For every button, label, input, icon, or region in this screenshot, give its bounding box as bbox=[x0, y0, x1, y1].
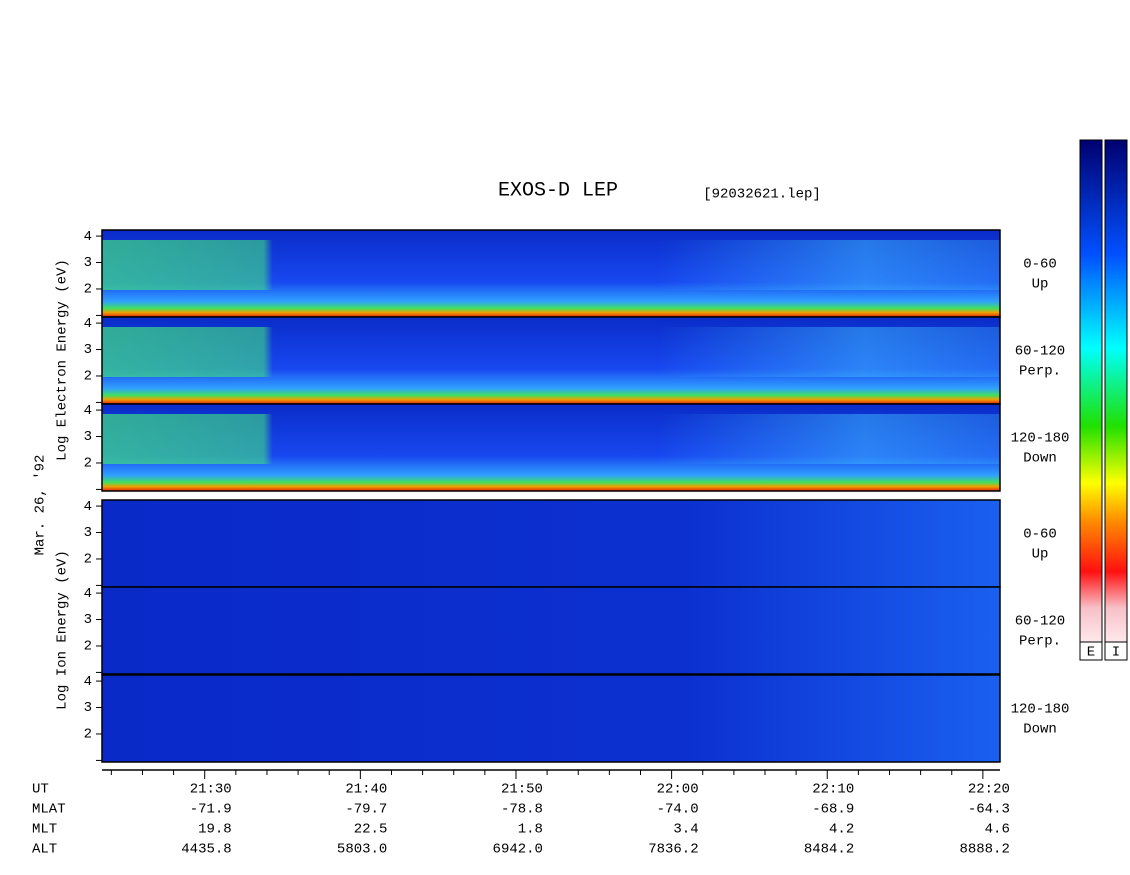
ephemeris-value: -74.0 bbox=[657, 802, 699, 818]
panel-label: 120-180 bbox=[1011, 431, 1070, 447]
y-tick-label: 3 bbox=[84, 700, 92, 716]
colorbar-box bbox=[1104, 641, 1128, 661]
spectrogram-band bbox=[102, 414, 1000, 464]
y-tick-label: 4 bbox=[84, 316, 92, 332]
y-tick-label: 3 bbox=[84, 429, 92, 445]
y-tick-label: 4 bbox=[84, 229, 92, 245]
y-tick-label: 4 bbox=[84, 499, 92, 515]
date-label: Mar. 26, '92 bbox=[33, 455, 49, 556]
panel-label: 60-120 bbox=[1015, 344, 1065, 360]
panel-label: 0-60 bbox=[1023, 257, 1057, 273]
panel-label: 0-60 bbox=[1023, 527, 1057, 543]
y-tick-label: 3 bbox=[84, 342, 92, 358]
ephemeris-value: 6942.0 bbox=[493, 842, 543, 858]
ephemeris-value: -78.8 bbox=[501, 802, 543, 818]
ephemeris-value: -71.9 bbox=[190, 802, 232, 818]
y-tick-label: 4 bbox=[84, 674, 92, 690]
ephemeris-value: 19.8 bbox=[198, 822, 232, 838]
ephemeris-value: -64.3 bbox=[968, 802, 1010, 818]
y-tick-label: 2 bbox=[84, 552, 92, 568]
panel-frame bbox=[101, 674, 1001, 763]
panel-label: Perp. bbox=[1019, 634, 1061, 650]
panel-label: 120-180 bbox=[1011, 702, 1070, 718]
ephemeris-value: 4435.8 bbox=[181, 842, 231, 858]
spectrogram-panel bbox=[102, 675, 1000, 762]
y-tick-label: 4 bbox=[84, 403, 92, 419]
ephemeris-value: 4.6 bbox=[985, 822, 1010, 838]
y-tick-label: 2 bbox=[84, 639, 92, 655]
spectrogram-band bbox=[102, 240, 1000, 290]
panel-label: Up bbox=[1032, 277, 1049, 293]
colorbar-label: E bbox=[1087, 645, 1095, 661]
ephemeris-value: 7836.2 bbox=[648, 842, 698, 858]
ephemeris-value: 8484.2 bbox=[804, 842, 854, 858]
y-axis-label: Log Electron Energy (eV) bbox=[55, 259, 71, 461]
y-tick-label: 3 bbox=[84, 255, 92, 271]
spectrogram-band bbox=[102, 327, 1000, 377]
ephemeris-value: 5803.0 bbox=[337, 842, 387, 858]
panel-label: 60-120 bbox=[1015, 614, 1065, 630]
ephemeris-value: -68.9 bbox=[812, 802, 854, 818]
ephemeris-value: 8888.2 bbox=[959, 842, 1009, 858]
panel-label: Down bbox=[1023, 722, 1057, 738]
panel-label: Down bbox=[1023, 451, 1057, 467]
spectrogram-panel bbox=[102, 500, 1000, 587]
x-tick-label: 22:10 bbox=[812, 782, 854, 798]
ephemeris-value: 4.2 bbox=[829, 822, 854, 838]
panel-label: Perp. bbox=[1019, 364, 1061, 380]
x-tick-label: 21:40 bbox=[345, 782, 387, 798]
y-tick-label: 2 bbox=[84, 456, 92, 472]
colorbar bbox=[1079, 139, 1103, 661]
y-tick-label: 2 bbox=[84, 727, 92, 743]
chart-title: EXOS-D LEP bbox=[498, 179, 618, 202]
x-tick-label: 21:50 bbox=[501, 782, 543, 798]
panel-frame bbox=[101, 403, 1001, 492]
x-tick-label: 22:00 bbox=[657, 782, 699, 798]
y-axis-label: Log Ion Energy (eV) bbox=[55, 550, 71, 710]
panel-label: Up bbox=[1032, 547, 1049, 563]
y-tick-label: 2 bbox=[84, 369, 92, 385]
ephemeris-value: 3.4 bbox=[673, 822, 698, 838]
spectrogram-panel bbox=[102, 587, 1000, 674]
row-label: MLT bbox=[32, 822, 57, 838]
panel-frame bbox=[101, 586, 1001, 675]
y-tick-label: 3 bbox=[84, 525, 92, 541]
row-label: UT bbox=[32, 782, 49, 798]
row-label: ALT bbox=[32, 842, 57, 858]
x-tick-label: 22:20 bbox=[968, 782, 1010, 798]
ephemeris-value: 22.5 bbox=[354, 822, 388, 838]
y-tick-label: 4 bbox=[84, 586, 92, 602]
ephemeris-value: 1.8 bbox=[518, 822, 543, 838]
y-tick-label: 2 bbox=[84, 282, 92, 298]
file-name: [92032621.lep] bbox=[703, 187, 821, 203]
colorbar-label: I bbox=[1112, 645, 1120, 661]
ephemeris-value: -79.7 bbox=[345, 802, 387, 818]
y-tick-label: 3 bbox=[84, 612, 92, 628]
row-label: MLAT bbox=[32, 802, 66, 818]
x-tick-label: 21:30 bbox=[190, 782, 232, 798]
colorbar-box bbox=[1079, 641, 1103, 661]
colorbar bbox=[1104, 139, 1128, 661]
